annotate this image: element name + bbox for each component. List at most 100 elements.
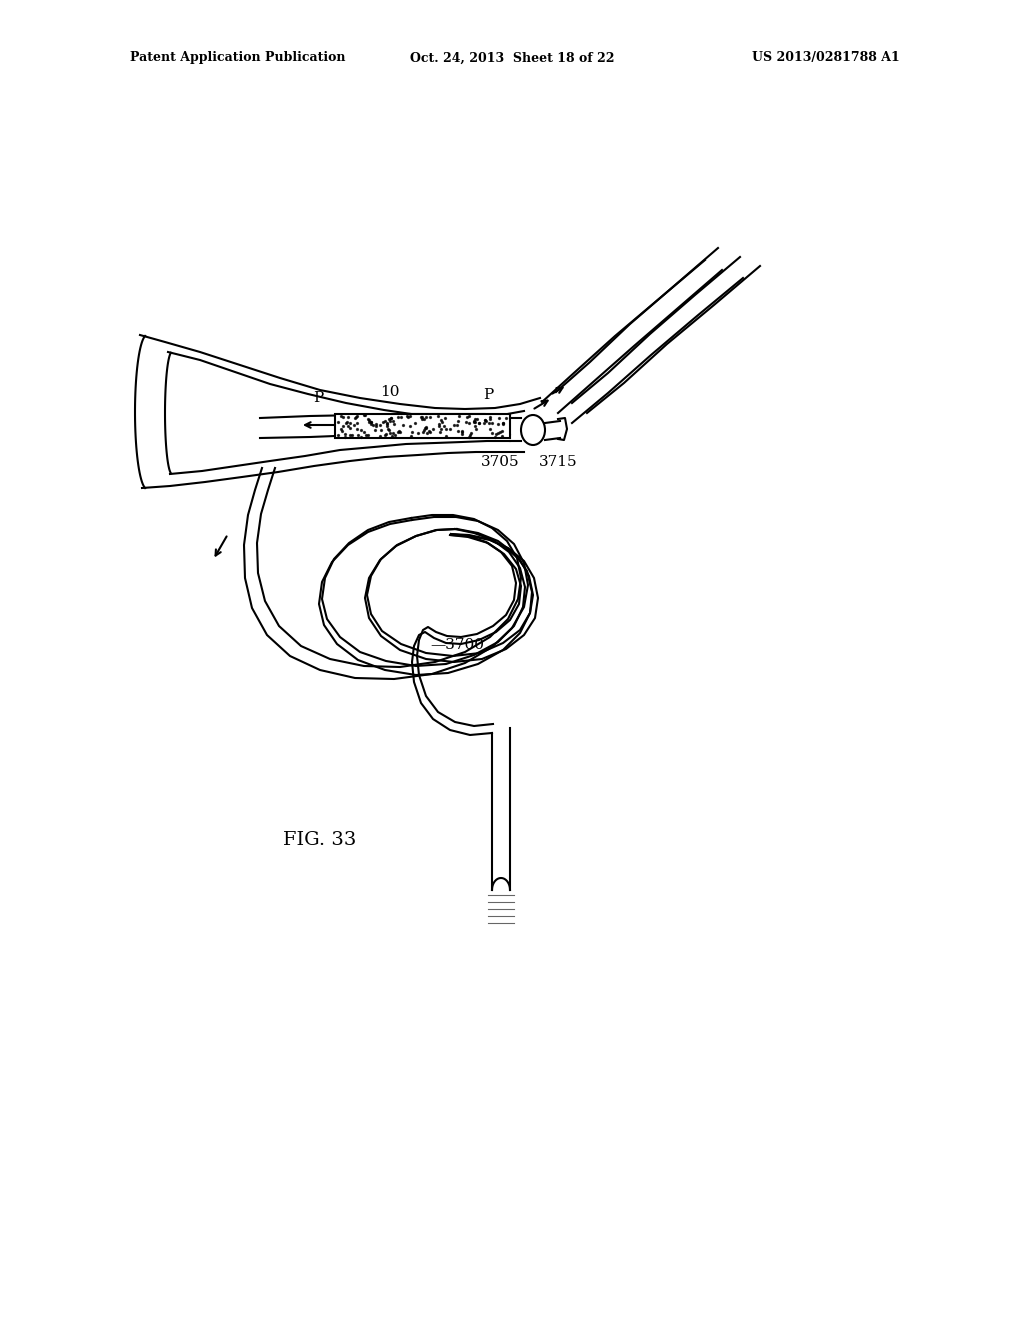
Point: [425, 418, 441, 440]
Point: [330, 424, 346, 445]
Text: Oct. 24, 2013  Sheet 18 of 22: Oct. 24, 2013 Sheet 18 of 22: [410, 51, 614, 65]
Point: [454, 424, 470, 445]
Point: [362, 414, 379, 436]
Point: [430, 405, 446, 426]
Point: [341, 418, 357, 440]
Point: [482, 407, 499, 428]
Point: [330, 411, 346, 432]
Point: [372, 425, 388, 446]
Point: [335, 407, 351, 428]
Point: [450, 411, 466, 432]
Ellipse shape: [521, 414, 545, 445]
Point: [437, 418, 454, 440]
Text: Patent Application Publication: Patent Application Publication: [130, 51, 345, 65]
Point: [461, 412, 477, 433]
Point: [416, 409, 432, 430]
Point: [495, 413, 511, 434]
Text: 10: 10: [380, 385, 399, 399]
Point: [492, 407, 508, 428]
Point: [431, 413, 447, 434]
Point: [393, 407, 410, 428]
Point: [402, 425, 419, 446]
Point: [476, 409, 493, 430]
Point: [419, 422, 435, 444]
Point: [421, 420, 437, 441]
Point: [487, 424, 504, 445]
Point: [368, 416, 384, 437]
Point: [355, 405, 372, 426]
Point: [353, 420, 370, 441]
Point: [494, 426, 510, 447]
Bar: [335, 414, 510, 438]
Point: [349, 418, 366, 440]
Point: [450, 414, 466, 436]
Text: —3700: —3700: [430, 638, 484, 652]
Point: [414, 408, 430, 429]
Point: [335, 414, 351, 436]
Point: [467, 409, 483, 430]
Point: [360, 409, 377, 430]
Point: [418, 417, 434, 438]
Point: [461, 405, 477, 426]
Point: [362, 412, 379, 433]
Point: [337, 424, 353, 445]
Point: [384, 422, 400, 444]
Point: [339, 412, 355, 433]
Point: [340, 407, 356, 428]
Point: [433, 409, 450, 430]
Point: [390, 407, 407, 428]
Point: [384, 411, 400, 432]
Point: [333, 418, 349, 440]
Point: [385, 413, 401, 434]
Point: [466, 411, 482, 432]
Point: [486, 426, 503, 447]
Point: [340, 416, 356, 437]
Point: [348, 413, 365, 434]
Point: [352, 426, 369, 447]
Point: [495, 413, 511, 434]
Point: [383, 408, 399, 429]
Point: [404, 421, 421, 442]
Point: [349, 405, 366, 426]
Point: [463, 422, 479, 444]
Point: [349, 425, 366, 446]
Point: [347, 408, 364, 429]
Point: [360, 411, 377, 432]
Point: [383, 408, 399, 429]
Point: [437, 407, 454, 428]
Point: [450, 421, 466, 442]
Point: [482, 409, 499, 430]
Point: [373, 418, 389, 440]
Point: [333, 405, 349, 426]
Point: [418, 407, 434, 428]
Point: [492, 421, 508, 442]
Point: [359, 425, 376, 446]
Point: [417, 418, 433, 440]
Text: P: P: [313, 391, 324, 405]
Point: [494, 421, 510, 442]
Point: [478, 411, 495, 432]
Point: [467, 414, 483, 436]
Point: [461, 426, 477, 447]
Point: [414, 407, 430, 428]
Point: [372, 414, 388, 436]
Point: [344, 424, 360, 445]
Point: [384, 425, 400, 446]
Point: [381, 420, 397, 441]
Point: [381, 408, 397, 429]
Point: [438, 426, 455, 447]
Point: [431, 421, 447, 442]
Point: [466, 411, 482, 432]
Text: US 2013/0281788 A1: US 2013/0281788 A1: [753, 51, 900, 65]
Point: [458, 411, 474, 432]
Point: [368, 414, 384, 436]
Text: 3715: 3715: [539, 455, 578, 469]
Point: [380, 418, 396, 440]
Point: [469, 409, 485, 430]
Point: [399, 405, 416, 426]
Point: [338, 413, 354, 434]
Point: [422, 421, 438, 442]
Point: [379, 416, 395, 437]
Point: [355, 421, 372, 442]
Point: [377, 425, 393, 446]
